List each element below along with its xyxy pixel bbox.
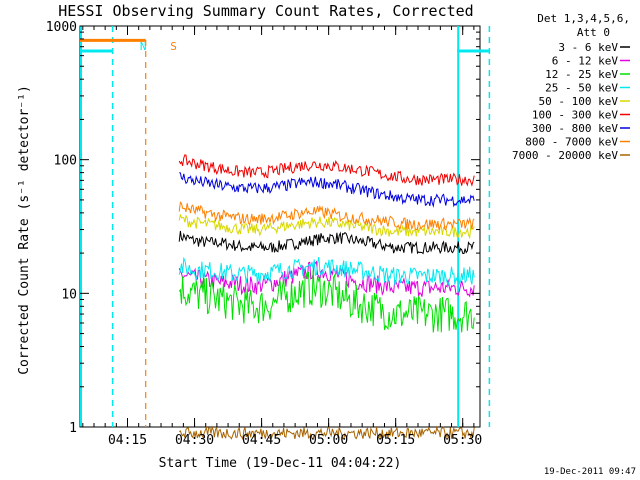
legend-label: 800 - 7000 keV [525,136,618,149]
legend-label: 300 - 800 keV [532,122,618,135]
x-axis-label: Start Time (19-Dec-11 04:04:22) [159,456,402,471]
legend-label: 3 - 6 keV [558,41,618,54]
series-line-0 [178,230,475,255]
flag-marker-S: S [170,40,177,53]
chart-title: HESSI Observing Summary Count Rates, Cor… [58,2,473,20]
legend-label: 7000 - 20000 keV [512,149,618,162]
x-tick-label: 05:00 [309,433,348,448]
series-line-6 [179,172,475,208]
x-tick-label: 05:15 [376,433,415,448]
legend-label: 12 - 25 keV [545,68,618,81]
legend-label: 100 - 300 keV [532,109,618,122]
series-line-3 [178,256,475,287]
y-axis-label: Corrected Count Rate (s⁻¹ detector⁻¹) [17,85,32,375]
series-line-2 [178,269,475,333]
y-tick-label: 10 [61,287,77,302]
y-tick-label: 100 [54,154,77,169]
series-layer [178,154,475,441]
x-tick-label: 04:45 [242,433,281,448]
series-line-8 [178,425,475,441]
legend-label: 6 - 12 keV [552,55,619,68]
series-line-5 [178,154,475,187]
series-line-7 [178,201,475,231]
series-line-4 [178,214,475,240]
flag-marker-N: N [140,40,147,53]
legend-header: Att 0 [577,26,610,39]
x-tick-label: 04:30 [175,433,214,448]
tick-layer: 1 10 100 1000 04:15 04:30 04:45 05:00 05:15 05:30 [46,20,483,448]
plot-timestamp: 19-Dec-2011 09:47 [544,467,636,477]
legend-label: 25 - 50 keV [545,82,618,95]
series-line-1 [178,260,475,298]
x-tick-label: 04:15 [108,433,147,448]
y-tick-label: 1 [69,421,77,436]
x-tick-label: 05:30 [443,433,482,448]
y-tick-label: 1000 [46,20,77,35]
legend-header: Det 1,3,4,5,6, [537,12,630,25]
legend-label: 50 - 100 keV [539,95,619,108]
